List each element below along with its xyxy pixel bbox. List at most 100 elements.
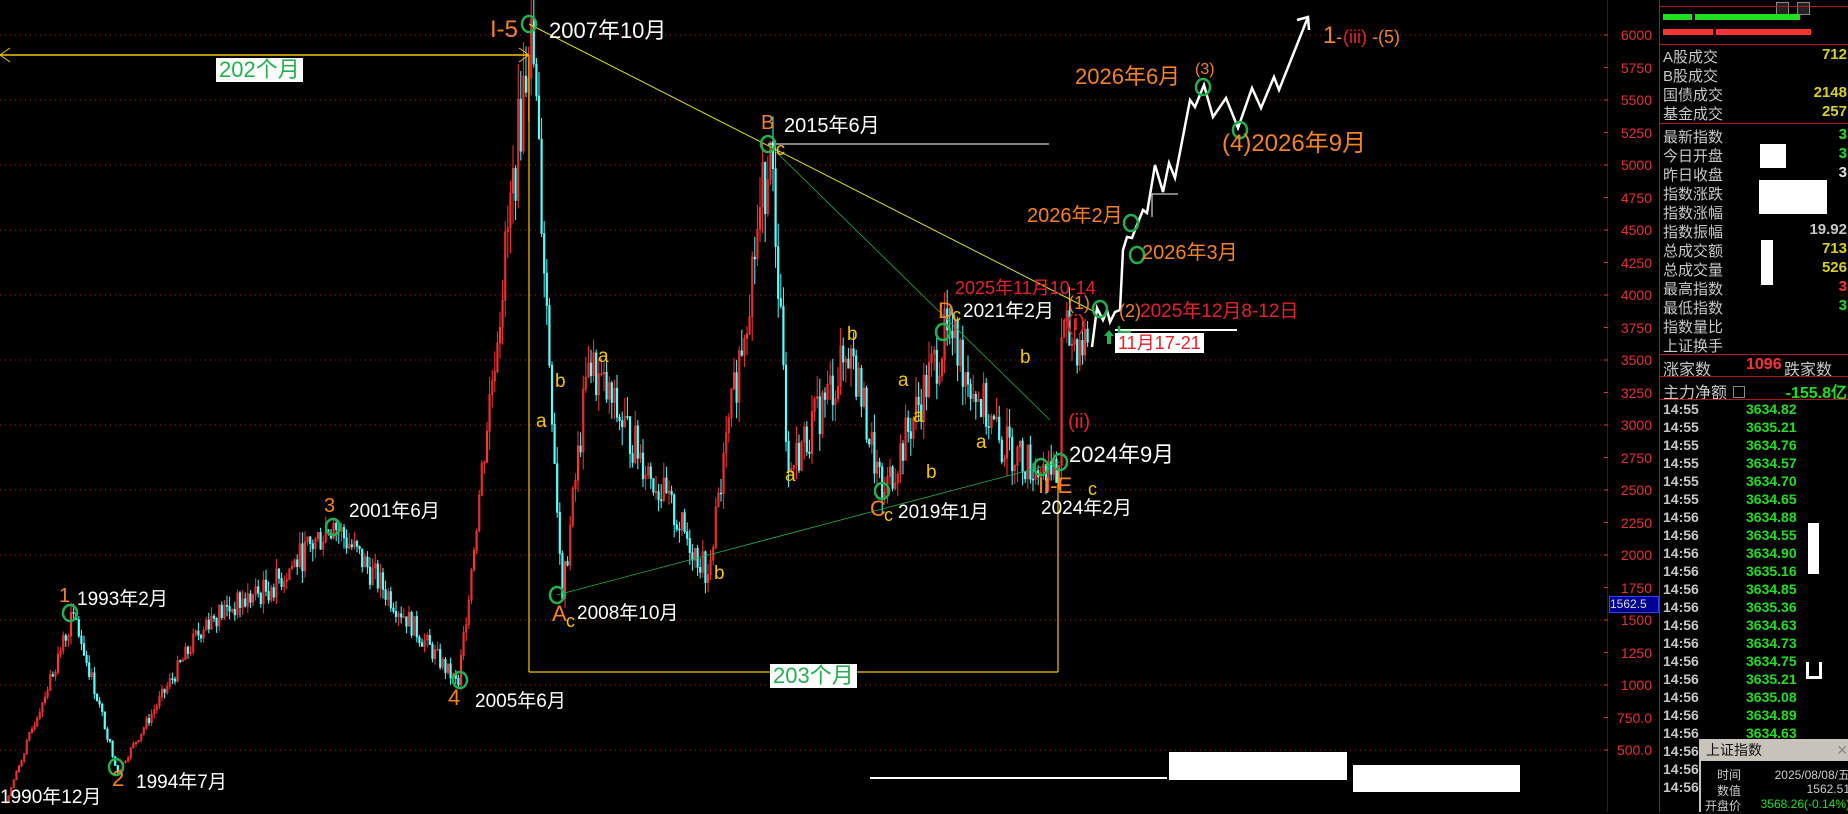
- candle-body: [985, 383, 988, 427]
- annotation-w1: 1: [59, 585, 71, 607]
- candle-body: [493, 371, 496, 382]
- candle-body: [852, 348, 855, 357]
- arrow-head-icon: [1296, 15, 1311, 31]
- candle-body: [23, 753, 26, 762]
- arrow-right: [518, 54, 530, 63]
- candle-body: [199, 634, 203, 639]
- candle-body: [543, 233, 546, 274]
- candle-body: [907, 417, 910, 432]
- annotation-date-2026-3: 2026年3月: [1142, 242, 1238, 264]
- panel-row-label: 昨日收盘: [1663, 167, 1724, 184]
- candle-body: [660, 499, 663, 502]
- candle-body: [168, 678, 171, 687]
- candle-body: [459, 655, 463, 686]
- kline-chart[interactable]: [0, 0, 1608, 812]
- pivot-circle: [451, 670, 469, 690]
- panel-row-label: 总成交量: [1663, 262, 1724, 279]
- y-tick-label: 1500: [1620, 612, 1652, 628]
- candle-body: [72, 612, 75, 614]
- candle-body: [496, 342, 499, 372]
- candle-body: [311, 543, 314, 550]
- candle-body: [816, 396, 819, 400]
- candle-body: [701, 551, 704, 573]
- candle-body: [342, 527, 346, 539]
- candle-body: [244, 598, 247, 607]
- annotation-date-2026-6: 2026年6月: [1075, 64, 1181, 89]
- tick-price: 3634.65: [1746, 491, 1797, 507]
- candle-body: [220, 604, 223, 618]
- panel-row-value: 3: [1838, 278, 1847, 295]
- candle-body: [51, 674, 54, 677]
- candle-body: [634, 425, 637, 463]
- window-close-icon[interactable]: [1797, 2, 1810, 15]
- candle-body: [605, 372, 608, 400]
- candle-body: [103, 711, 106, 730]
- candle-body: [935, 349, 938, 384]
- list-icon[interactable]: [1733, 386, 1746, 398]
- candle-body: [764, 162, 767, 215]
- pivot-circle: [934, 322, 952, 342]
- pivot-circle: [1032, 457, 1050, 477]
- candle-body: [93, 672, 96, 695]
- candle-body: [387, 591, 390, 600]
- candle-body: [348, 544, 351, 549]
- candle-body: [912, 417, 915, 439]
- candle-body: [381, 572, 385, 590]
- candle-body: [441, 659, 444, 668]
- candle-body: [189, 651, 192, 654]
- fall-label: 跌家数: [1784, 362, 1833, 379]
- candle-body: [205, 619, 208, 631]
- candle-body: [301, 543, 304, 572]
- candle-body: [743, 338, 746, 356]
- panel-row-label: 指数振幅: [1663, 224, 1724, 241]
- candle-body: [69, 612, 73, 637]
- candle-body: [101, 703, 104, 713]
- candle-body: [132, 743, 135, 749]
- annotation-c-c: c: [884, 505, 893, 525]
- tick-row: 14:56: [1663, 743, 1848, 761]
- candle-body: [488, 394, 491, 432]
- tick-time: 14:56: [1663, 617, 1699, 633]
- tick-row: 14:56 3634.75: [1663, 653, 1848, 671]
- tick-price: 3634.57: [1746, 455, 1797, 471]
- annotation-w2: 2: [112, 766, 125, 791]
- panel-row: 指数振幅 19.92: [1663, 221, 1848, 241]
- tick-row: 14:56 3634.63: [1663, 617, 1848, 635]
- annotation-c-label: C: [870, 496, 886, 521]
- candle-body: [748, 316, 751, 335]
- candle-body: [530, 18, 533, 79]
- candle-body: [964, 372, 967, 387]
- candle-body: [509, 192, 512, 229]
- panel-row-label: A股成交: [1663, 49, 1719, 66]
- subwave-label: a: [536, 411, 547, 432]
- candle-body: [600, 373, 603, 375]
- candle-body: [751, 256, 754, 317]
- close-icon[interactable]: ✕: [1836, 742, 1848, 758]
- candle-body: [290, 566, 294, 570]
- candle-body: [478, 494, 481, 532]
- annotation-wave-2: (2): [1119, 301, 1141, 321]
- candle-body: [17, 765, 21, 772]
- candle-body: [870, 432, 873, 445]
- pivot-circle: [873, 481, 891, 501]
- candle-body: [59, 650, 62, 655]
- pivot-circle: [1091, 299, 1109, 319]
- candle-body: [1008, 426, 1011, 438]
- candle-body: [938, 375, 941, 384]
- pivot-circle: [759, 134, 777, 154]
- tick-price: 3634.63: [1746, 725, 1797, 741]
- panel-row: 指数量比: [1663, 316, 1848, 336]
- tick-price: 3635.21: [1746, 671, 1797, 687]
- panel-row-label: 上证换手: [1663, 338, 1724, 355]
- tick-price: 3634.89: [1746, 707, 1797, 723]
- annotation-date-2025-12: 2025年12月8-12日: [1140, 301, 1299, 322]
- tick-time: 14:56: [1663, 689, 1699, 705]
- candle-body: [36, 717, 39, 727]
- annotation-d-c: c: [952, 305, 961, 325]
- candle-body: [322, 541, 325, 550]
- tick-time: 14:56: [1663, 653, 1699, 669]
- candle-body: [15, 771, 18, 781]
- annotation-b-label: B: [761, 112, 775, 134]
- candle-body: [556, 463, 559, 513]
- candle-body: [363, 556, 366, 568]
